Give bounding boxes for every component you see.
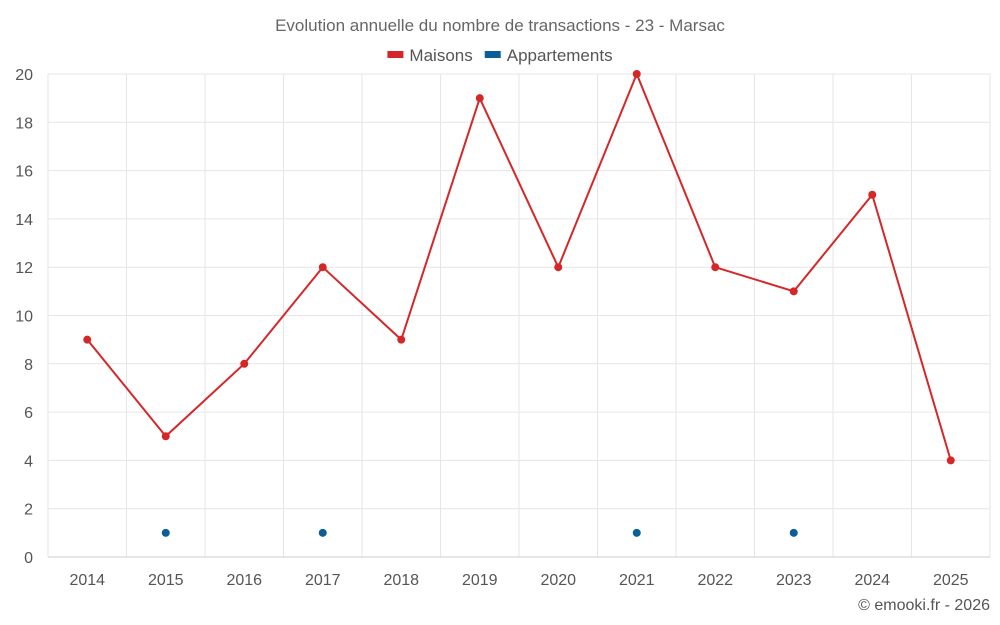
y-tick-label: 14 xyxy=(15,212,33,229)
y-tick-label: 2 xyxy=(24,502,33,519)
point-appartements-2015 xyxy=(161,528,170,537)
point-maisons-2014 xyxy=(83,335,92,344)
point-maisons-2022 xyxy=(711,263,720,272)
point-maisons-2017 xyxy=(318,263,327,272)
point-maisons-2020 xyxy=(554,263,563,272)
x-tick-label: 2023 xyxy=(776,572,812,589)
y-tick-label: 16 xyxy=(15,164,33,181)
x-tick-label: 2016 xyxy=(226,572,262,589)
grid xyxy=(47,73,991,558)
x-tick-label: 2014 xyxy=(69,572,105,589)
y-axis: 0 2 4 6 8 10 12 14 16 18 20 xyxy=(15,67,33,567)
point-maisons-2019 xyxy=(475,94,484,103)
y-tick-label: 8 xyxy=(24,357,33,374)
plot-area xyxy=(83,70,955,537)
legend-label-maisons: Maisons xyxy=(409,46,472,65)
x-tick-label: 2020 xyxy=(540,572,576,589)
x-tick-label: 2018 xyxy=(383,572,419,589)
point-maisons-2016 xyxy=(240,359,249,368)
chart-title: Evolution annuelle du nombre de transact… xyxy=(275,16,725,35)
x-tick-label: 2022 xyxy=(697,572,733,589)
y-tick-label: 18 xyxy=(15,115,33,132)
point-maisons-2025 xyxy=(946,456,955,465)
legend: Maisons Appartements xyxy=(387,46,613,65)
x-tick-label: 2017 xyxy=(305,572,341,589)
point-maisons-2021 xyxy=(632,70,641,78)
y-tick-label: 10 xyxy=(15,309,33,326)
y-tick-label: 20 xyxy=(15,67,33,84)
legend-swatch-appartements[interactable] xyxy=(484,51,501,58)
y-tick-label: 12 xyxy=(15,260,33,277)
series-line-maisons xyxy=(86,73,952,461)
x-tick-label: 2015 xyxy=(148,572,184,589)
y-tick-label: 6 xyxy=(24,405,33,422)
x-tick-label: 2021 xyxy=(619,572,655,589)
legend-label-appartements: Appartements xyxy=(507,46,613,65)
point-appartements-2023 xyxy=(789,528,798,537)
x-tick-label: 2024 xyxy=(854,572,890,589)
point-maisons-2015 xyxy=(161,432,170,441)
point-maisons-2023 xyxy=(789,287,798,296)
x-tick-label: 2019 xyxy=(462,572,498,589)
credit-text: © emooki.fr - 2026 xyxy=(858,597,990,614)
point-appartements-2017 xyxy=(318,528,327,537)
y-tick-label: 0 xyxy=(24,550,33,567)
point-maisons-2024 xyxy=(868,190,877,199)
x-tick-label: 2025 xyxy=(933,572,969,589)
point-maisons-2018 xyxy=(397,335,406,344)
y-tick-label: 4 xyxy=(24,453,33,470)
point-appartements-2021 xyxy=(632,528,641,537)
legend-swatch-maisons[interactable] xyxy=(387,51,404,58)
x-axis: 2014 2015 2016 2017 2018 2019 2020 2021 2022 2023… xyxy=(69,572,968,589)
